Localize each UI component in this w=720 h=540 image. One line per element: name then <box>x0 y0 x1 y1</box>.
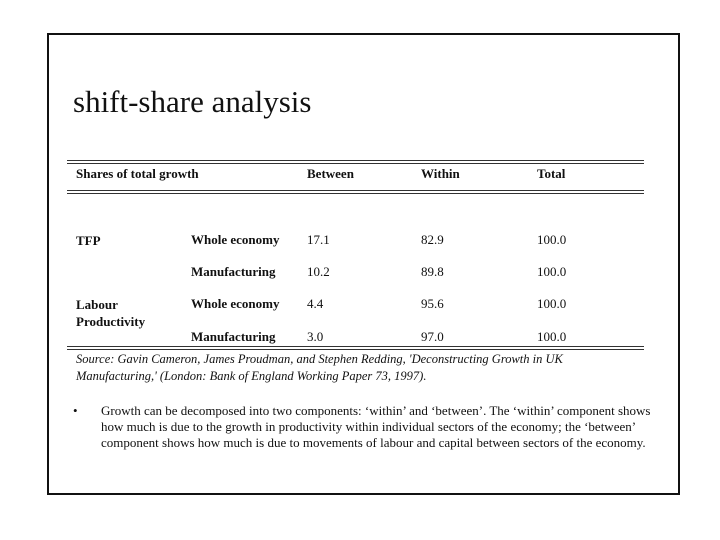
table-cell: 100.0 <box>537 296 567 311</box>
table-cell: TFP <box>76 233 101 248</box>
slide-frame <box>47 33 680 495</box>
table-cell: Labour Productivity <box>76 297 146 329</box>
bullet-text: Growth can be decomposed into two compon… <box>101 403 651 450</box>
table-cell: 95.6 <box>421 296 444 311</box>
bullet-marker: • <box>73 403 78 418</box>
table-cell: 100.0 <box>537 329 567 344</box>
table-cell: 3.0 <box>307 329 324 344</box>
table-source: Source: Gavin Cameron, James Proudman, a… <box>76 352 563 383</box>
table-cell: 10.2 <box>307 264 330 279</box>
table-cell: Whole economy <box>191 232 280 247</box>
table-rule <box>67 190 644 191</box>
table-header: Total <box>537 166 566 181</box>
table-cell: Manufacturing <box>191 264 276 279</box>
table-cell: 100.0 <box>537 232 567 247</box>
table-rule <box>67 193 644 194</box>
table-cell: 4.4 <box>307 296 324 311</box>
table-cell: 97.0 <box>421 329 444 344</box>
table-cell: Manufacturing <box>191 329 276 344</box>
table-cell: Whole economy <box>191 296 280 311</box>
table-header: Between <box>307 166 354 181</box>
table-cell: 100.0 <box>537 264 567 279</box>
table-cell: 17.1 <box>307 232 330 247</box>
table-header: Shares of total growth <box>76 166 199 181</box>
table-cell: 82.9 <box>421 232 444 247</box>
table-rule <box>67 163 644 164</box>
table-header: Within <box>421 166 460 181</box>
table-rule <box>67 160 644 161</box>
table-cell: 89.8 <box>421 264 444 279</box>
table-rule <box>67 346 644 347</box>
table-rule <box>67 349 644 350</box>
slide-title: shift-share analysis <box>73 84 312 119</box>
